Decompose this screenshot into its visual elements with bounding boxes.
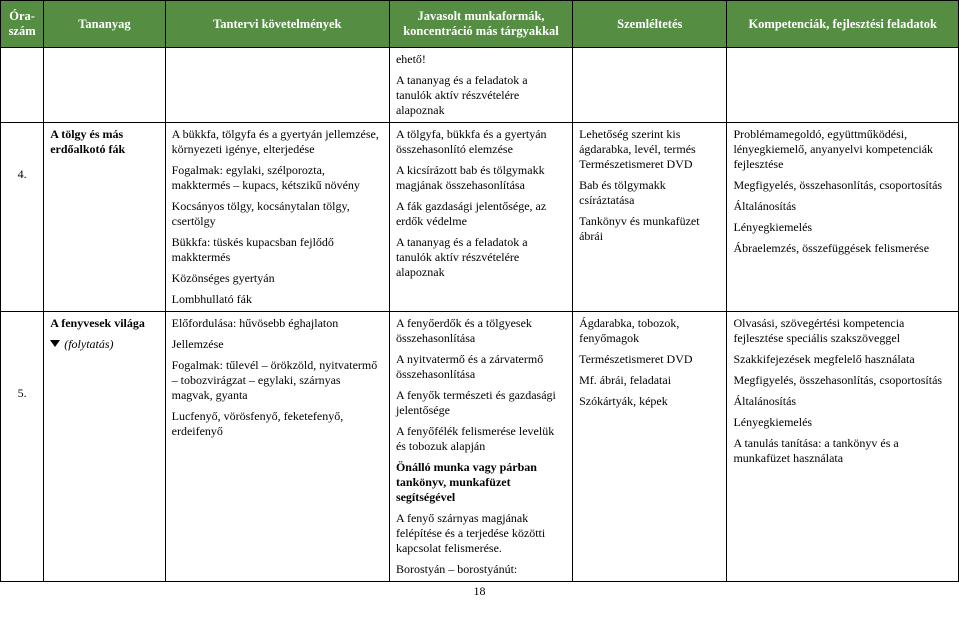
text: A kicsírázott bab és tölgymakk magjának …	[396, 163, 566, 193]
text: Bab és tölgymakk csíráztatása	[579, 178, 720, 208]
text: A fák gazdasági jelentősége, az erdők vé…	[396, 199, 566, 229]
cell-req-4: A bükkfa, tölgyfa és a gyertyán jellemzé…	[165, 123, 389, 312]
header-col-topic: Tananyag	[44, 1, 165, 48]
text: A tananyag és a feladatok a tanulók aktí…	[396, 235, 566, 280]
cell-work-4: A tölgyfa, bükkfa és a gyertyán összehas…	[389, 123, 572, 312]
lesson-number: 4.	[7, 167, 37, 182]
table-row-continuation: ehető! A tananyag és a feladatok a tanul…	[1, 48, 959, 123]
table-row-5: 5. A fenyvesek világa (folytatás) Előfor…	[1, 312, 959, 582]
text: Előfordulása: hűvösebb éghajlaton	[172, 316, 383, 331]
topic-title: A tölgy és más erdőalkotó fák	[50, 127, 158, 157]
text: A tölgyfa, bükkfa és a gyertyán összehas…	[396, 127, 566, 157]
text: A tanulás tanítása: a tankönyv és a munk…	[733, 436, 952, 466]
header-row: Óra-szám Tananyag Tantervi követelmények…	[1, 1, 959, 48]
text: Kocsányos tölgy, kocsánytalan tölgy, cse…	[172, 199, 383, 229]
text: Fogalmak: egylaki, szélporozta, makkterm…	[172, 163, 383, 193]
text: A bükkfa, tölgyfa és a gyertyán jellemzé…	[172, 127, 383, 157]
text: A fenyőerdők és a tölgyesek összehasonlí…	[396, 316, 566, 346]
header-col-num: Óra-szám	[1, 1, 44, 48]
text: A nyitvatermő és a zárvatermő összehason…	[396, 352, 566, 382]
text: Jellemzése	[172, 337, 383, 352]
text: Természetismeret DVD	[579, 352, 720, 367]
text: Lombhullató fák	[172, 292, 383, 307]
cell-work-5: A fenyőerdők és a tölgyesek összehasonlí…	[389, 312, 572, 582]
cell-num-5: 5.	[1, 312, 44, 582]
topic-title: A fenyvesek világa	[50, 316, 158, 331]
text: Lényegkiemelés	[733, 415, 952, 430]
text: Olvasási, szövegértési kompetencia fejle…	[733, 316, 952, 346]
cell-illus-cont	[573, 48, 727, 123]
curriculum-table: Óra-szám Tananyag Tantervi követelmények…	[0, 0, 959, 582]
cell-comp-5: Olvasási, szövegértési kompetencia fejle…	[727, 312, 959, 582]
header-col-work: Javasolt munkaformák, koncentráció más t…	[389, 1, 572, 48]
cell-comp-cont	[727, 48, 959, 123]
text: Problémamegoldó, együttműködési, lényegk…	[733, 127, 952, 172]
text: Bükkfa: tüskés kupacsban fejlődő makkter…	[172, 235, 383, 265]
text: A fenyőfélék felismerése levelük és tobo…	[396, 424, 566, 454]
cell-topic-cont	[44, 48, 165, 123]
text: A tananyag és a feladatok a tanulók aktí…	[396, 73, 566, 118]
text: Megfigyelés, összehasonlítás, csoportosí…	[733, 373, 952, 388]
text: Szakkifejezések megfelelő használata	[733, 352, 952, 367]
continuation-label: (folytatás)	[64, 337, 113, 352]
text: Általánosítás	[733, 394, 952, 409]
lesson-number: 5.	[7, 386, 37, 401]
header-col-illus: Szemléltetés	[573, 1, 727, 48]
text: Lucfenyő, vörösfenyő, feketefenyő, erdei…	[172, 409, 383, 439]
text: Önálló munka vagy párban tankönyv, munka…	[396, 460, 566, 505]
text: Mf. ábrái, feladatai	[579, 373, 720, 388]
cell-num-cont	[1, 48, 44, 123]
text: Közönséges gyertyán	[172, 271, 383, 286]
arrow-down-icon	[50, 340, 60, 347]
header-col-comp: Kompetenciák, fejlesztési feladatok	[727, 1, 959, 48]
text: ehető!	[396, 52, 566, 67]
text: Megfigyelés, összehasonlítás, csoportosí…	[733, 178, 952, 193]
text: Általánosítás	[733, 199, 952, 214]
cell-topic-4: A tölgy és más erdőalkotó fák	[44, 123, 165, 312]
continuation-marker: (folytatás)	[50, 337, 158, 352]
text: Borostyán – borostyánút:	[396, 562, 566, 577]
page-number: 18	[0, 584, 959, 599]
cell-comp-4: Problémamegoldó, együttműködési, lényegk…	[727, 123, 959, 312]
text: Tankönyv és munkafüzet ábrái	[579, 214, 720, 244]
text: Lehetőség szerint kis ágdarabka, levél, …	[579, 127, 720, 172]
cell-num-4: 4.	[1, 123, 44, 312]
text: A fenyő szárnyas magjának felépítése és …	[396, 511, 566, 556]
text: Ágdarabka, tobozok, fenyőmagok	[579, 316, 720, 346]
table-row-4: 4. A tölgy és más erdőalkotó fák A bükkf…	[1, 123, 959, 312]
cell-illus-5: Ágdarabka, tobozok, fenyőmagok Természet…	[573, 312, 727, 582]
cell-topic-5: A fenyvesek világa (folytatás)	[44, 312, 165, 582]
cell-illus-4: Lehetőség szerint kis ágdarabka, levél, …	[573, 123, 727, 312]
text: Fogalmak: tűlevél – örökzöld, nyitvaterm…	[172, 358, 383, 403]
text: Lényegkiemelés	[733, 220, 952, 235]
text: Szókártyák, képek	[579, 394, 720, 409]
cell-req-cont	[165, 48, 389, 123]
text: A fenyők természeti és gazdasági jelentő…	[396, 388, 566, 418]
cell-work-cont: ehető! A tananyag és a feladatok a tanul…	[389, 48, 572, 123]
header-col-req: Tantervi követelmények	[165, 1, 389, 48]
cell-req-5: Előfordulása: hűvösebb éghajlaton Jellem…	[165, 312, 389, 582]
text: Ábraelemzés, összefüggések felismerése	[733, 241, 952, 256]
